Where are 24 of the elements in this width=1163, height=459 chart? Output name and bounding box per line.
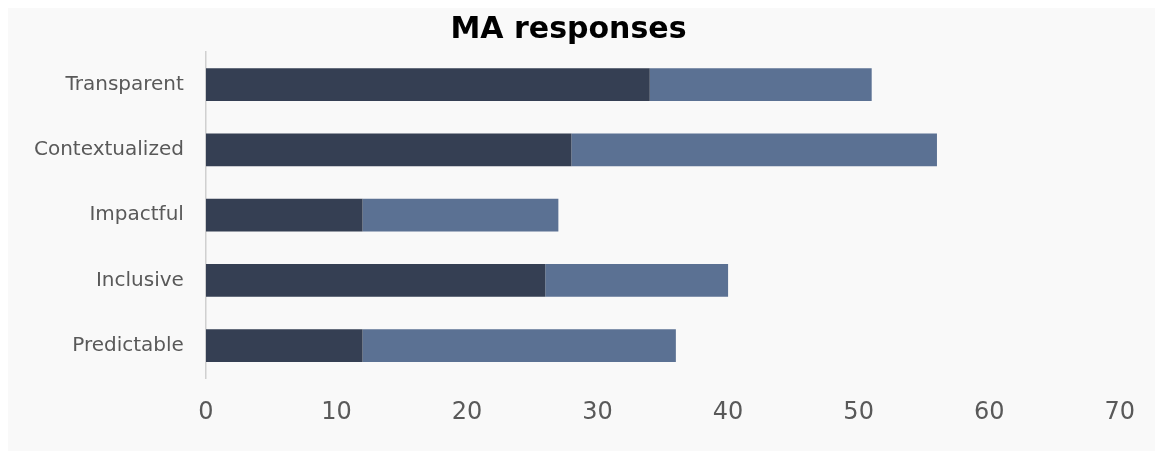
y-tick-label: Impactful (89, 201, 184, 226)
bar (205, 133, 572, 167)
x-tick-label: 20 (451, 396, 483, 425)
x-tick-label: 70 (1104, 396, 1135, 425)
bar (205, 68, 650, 101)
x-tick-label: 30 (582, 396, 613, 425)
y-tick-label: Predictable (72, 331, 184, 356)
x-tick-label: 0 (198, 396, 214, 425)
y-tick-label: Transparent (64, 70, 185, 95)
bar (205, 264, 546, 297)
chart-title: MA responses (450, 9, 687, 45)
bar (362, 198, 559, 232)
bar (649, 68, 872, 101)
x-tick-label: 50 (843, 396, 874, 425)
bar (545, 264, 729, 297)
bar (205, 198, 363, 232)
x-tick-label: 40 (712, 396, 744, 425)
x-tick-label: 60 (973, 396, 1005, 425)
bar (571, 133, 937, 167)
x-tick-label: 10 (321, 396, 352, 425)
y-tick-label: Inclusive (95, 266, 184, 291)
y-tick-label: Contextualized (33, 136, 184, 161)
bar (205, 329, 363, 362)
bar (362, 329, 676, 362)
